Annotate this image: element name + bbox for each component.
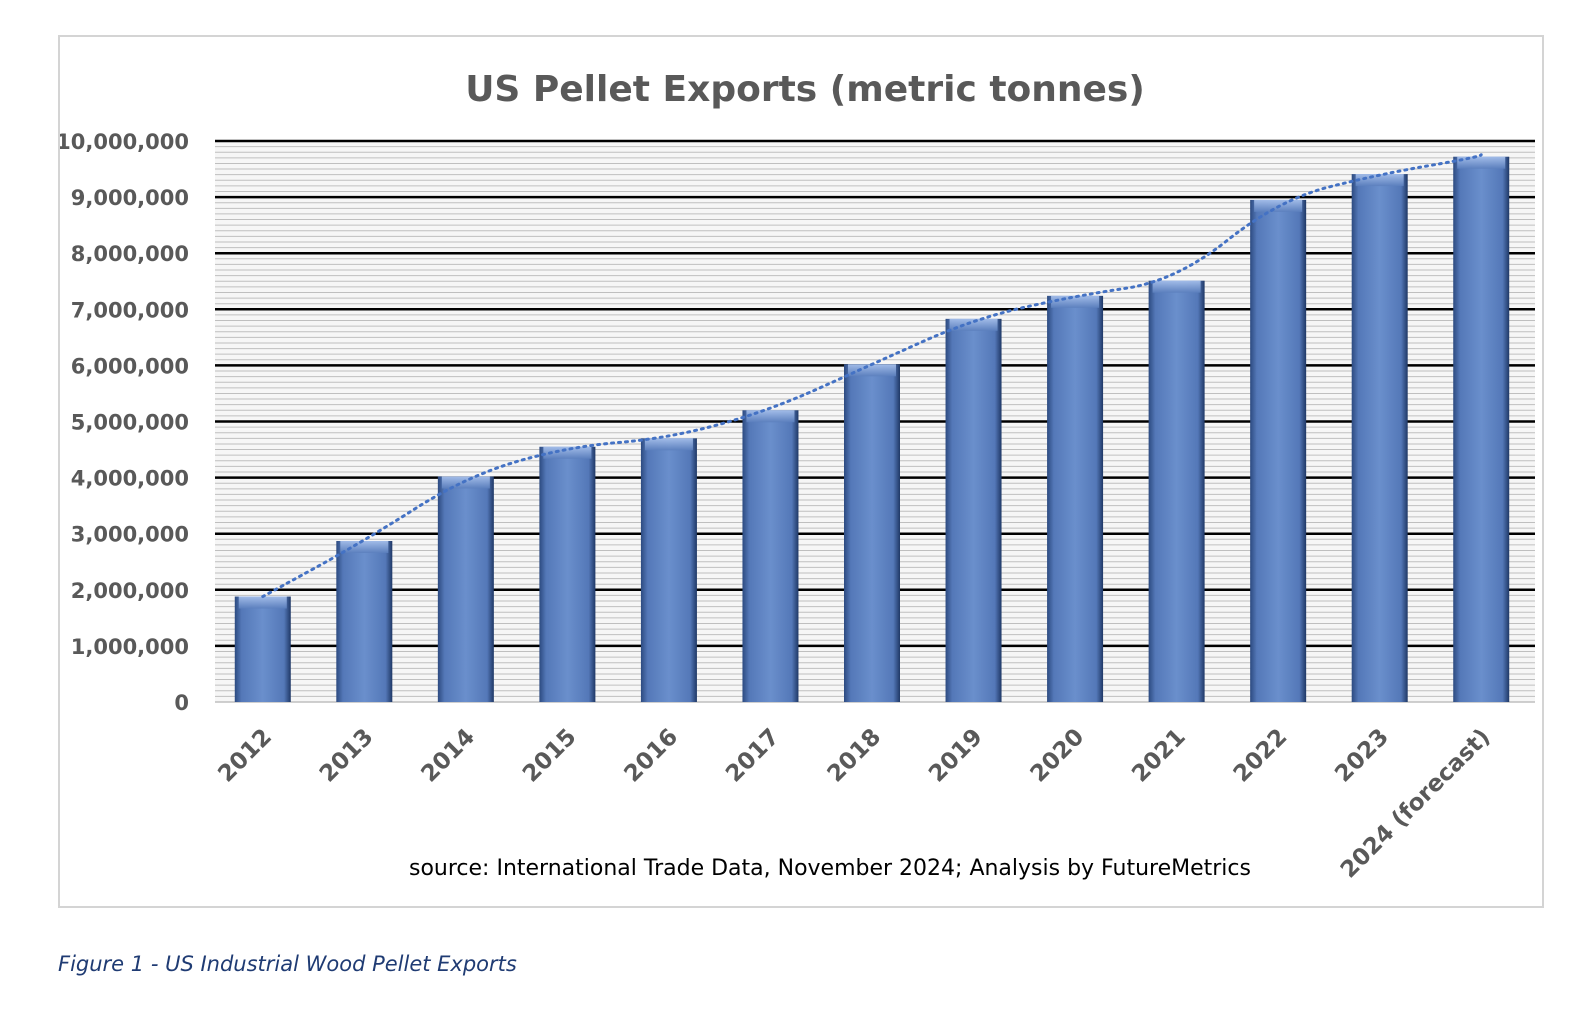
chart-frame: US Pellet Exports (metric tonnes) 0 1,000…	[58, 35, 1544, 908]
bar-highlight	[1051, 295, 1100, 308]
y-tick-label: 0	[174, 691, 189, 715]
y-tick-label: 5,000,000	[71, 411, 189, 435]
x-tick-label: 2012	[213, 724, 277, 788]
y-tick-label: 10,000,000	[60, 130, 189, 154]
bar	[742, 410, 799, 702]
figure-caption: Figure 1 - US Industrial Wood Pellet Exp…	[58, 952, 517, 976]
y-tick-label: 6,000,000	[71, 354, 189, 378]
bar	[539, 446, 596, 702]
x-tick-label: 2021	[1127, 724, 1191, 788]
x-tick-label: 2023	[1330, 724, 1394, 788]
y-tick-label: 1,000,000	[71, 635, 189, 659]
bar	[336, 540, 393, 702]
y-tick-label: 9,000,000	[71, 186, 189, 210]
trendline-path	[261, 153, 1483, 599]
chart-title: US Pellet Exports (metric tonnes)	[465, 69, 1145, 110]
bar	[1453, 156, 1510, 702]
x-tick-label: 2019	[924, 724, 988, 788]
bars	[234, 156, 1510, 702]
y-tick-label: 3,000,000	[71, 523, 189, 547]
x-tick-label: 2016	[620, 724, 684, 788]
trendline	[261, 153, 1483, 599]
x-tick-label: 2020	[1026, 724, 1090, 788]
y-tick-label: 2,000,000	[71, 579, 189, 603]
bar-highlight	[441, 476, 490, 489]
bar	[1250, 199, 1307, 702]
x-tick-label: 2014	[416, 724, 480, 788]
bar-highlight	[340, 540, 389, 553]
bar-chart: US Pellet Exports (metric tonnes) 0 1,000…	[60, 69, 1535, 883]
y-axis-ticks: 0 1,000,000 2,000,000 3,000,000 4,000,000 5,0…	[60, 130, 189, 715]
x-tick-label: 2013	[315, 724, 379, 788]
source-note: source: International Trade Data, Novemb…	[409, 856, 1251, 881]
bar	[234, 596, 291, 702]
bar	[1351, 174, 1408, 702]
x-tick-label: 2022	[1229, 724, 1293, 788]
bar	[844, 364, 900, 702]
bar-highlight	[644, 438, 693, 451]
bar-highlight	[1355, 174, 1404, 187]
x-tick-label: 2015	[518, 724, 582, 788]
bar-highlight	[1152, 280, 1201, 293]
bar-highlight	[238, 596, 287, 609]
y-tick-label: 7,000,000	[71, 298, 189, 322]
bar-highlight	[1457, 156, 1506, 169]
bar	[1148, 280, 1205, 702]
bar	[945, 318, 1002, 702]
bar-highlight	[746, 410, 795, 423]
y-tick-label: 4,000,000	[71, 467, 189, 491]
bar	[1047, 295, 1104, 702]
bar-highlight	[949, 318, 998, 331]
bar-highlight	[848, 364, 896, 377]
bar	[437, 476, 494, 702]
x-tick-label: 2017	[721, 724, 785, 788]
x-tick-label: 2018	[823, 724, 887, 788]
y-tick-label: 8,000,000	[71, 242, 189, 266]
bar	[640, 438, 697, 702]
bar-highlight	[543, 446, 592, 459]
